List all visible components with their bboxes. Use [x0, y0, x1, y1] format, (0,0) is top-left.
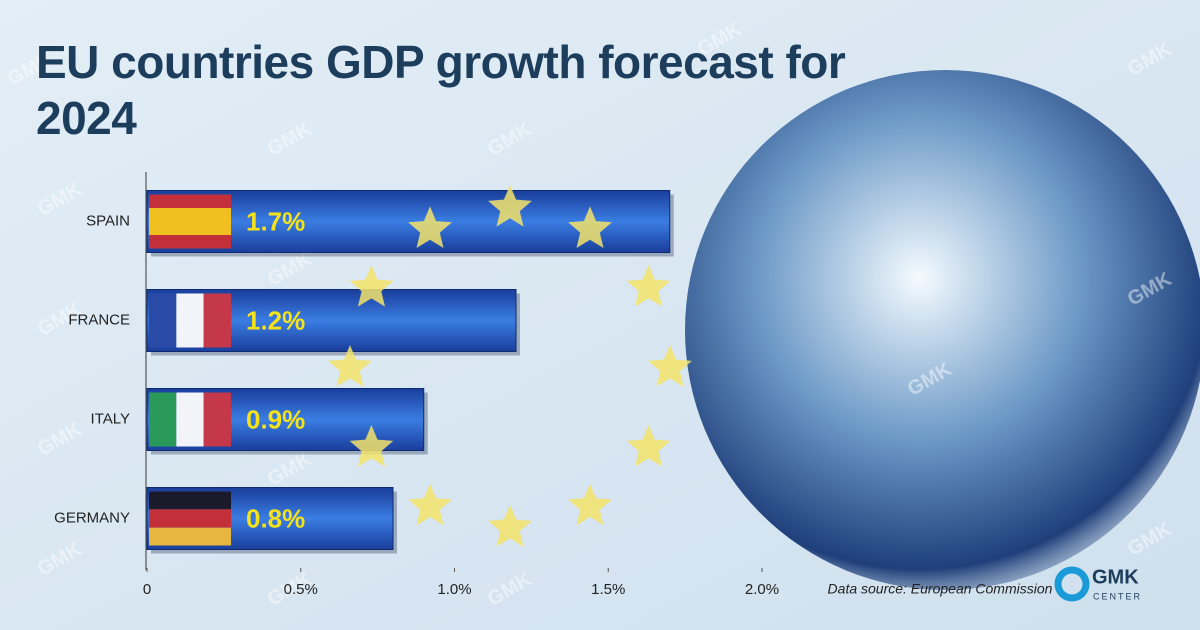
flag-stripe: [203, 293, 231, 348]
star: [349, 425, 394, 467]
star: [488, 185, 532, 227]
y-tick-label: GERMANY: [54, 509, 130, 526]
star: [328, 345, 372, 387]
stars: [328, 185, 692, 547]
x-tick-label: 1.0%: [437, 581, 471, 598]
source: Data source: European Commission: [828, 581, 1053, 597]
x-tick-label: 2.0%: [745, 581, 779, 598]
flag-stripe: [203, 392, 231, 447]
star: [488, 505, 532, 547]
value-label: 1.7%: [246, 206, 305, 236]
chart-title: EU countries GDP growth forecast for 202…: [36, 36, 846, 145]
flag-stripe: [149, 235, 231, 249]
star: [626, 425, 671, 467]
star: [568, 206, 612, 248]
star: [648, 345, 692, 387]
logo-subtitle: CENTER: [1093, 591, 1142, 601]
star: [408, 483, 452, 526]
x-tick-label: 0.5%: [284, 581, 318, 598]
globe: [685, 70, 1200, 590]
value-label: 1.2%: [246, 305, 305, 335]
star: [568, 483, 612, 526]
flag-stripe: [176, 293, 204, 348]
logo-name: GMK: [1092, 566, 1139, 588]
x-tick-label: 0: [143, 581, 151, 598]
value-label: 0.9%: [246, 404, 305, 434]
flag-stripe: [149, 392, 177, 447]
y-tick-label: ITALY: [91, 410, 130, 427]
flag-stripe: [149, 208, 231, 235]
flag-stripe: [149, 509, 231, 528]
star: [408, 206, 452, 248]
flag-stripe: [176, 392, 204, 447]
star: [626, 265, 671, 307]
flag-stripe: [149, 194, 231, 208]
flag-stripe: [149, 293, 177, 348]
value-label: 0.8%: [246, 503, 305, 533]
flag-stripe: [149, 491, 231, 510]
flag-stripe: [149, 527, 231, 546]
y-tick-label: SPAIN: [86, 212, 130, 229]
star: [349, 265, 394, 307]
x-tick-label: 1.5%: [591, 581, 625, 598]
logo-icon: [1054, 566, 1090, 602]
y-tick-label: FRANCE: [68, 311, 130, 328]
